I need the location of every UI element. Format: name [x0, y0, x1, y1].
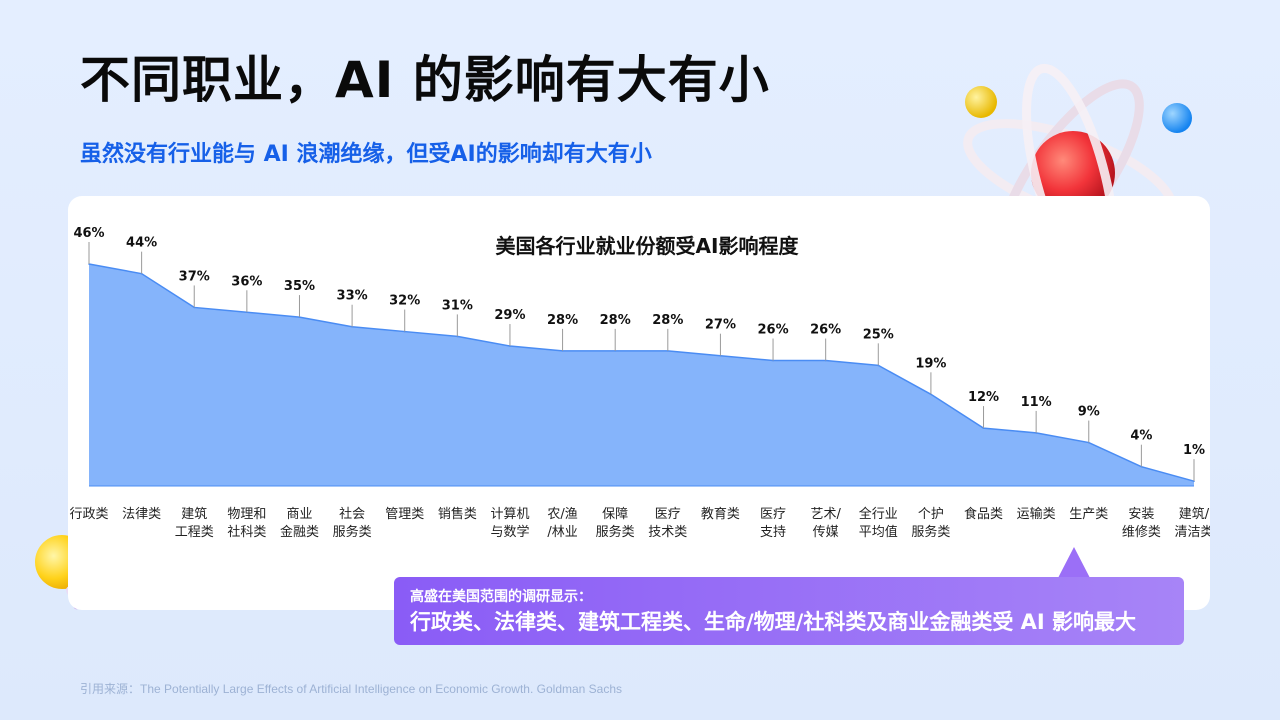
category-label: 服务类 [911, 524, 950, 540]
yellow-electron [965, 86, 997, 118]
category-label: 行政类 [69, 507, 108, 522]
category-label: 生产类 [1069, 507, 1108, 522]
category-label: 社会 [339, 506, 365, 522]
category-label: /林业 [547, 525, 577, 540]
data-label: 19% [915, 356, 946, 371]
category-label: 保障 [602, 507, 628, 522]
category-label: 农/渔 [547, 507, 577, 522]
category-label: 全行业 [859, 506, 898, 522]
category-label: 技术类 [648, 525, 687, 540]
category-label: 物理和 [227, 507, 266, 522]
category-label: 金融类 [280, 524, 319, 540]
category-label: 法律类 [122, 507, 161, 522]
category-label: 教育类 [701, 506, 740, 522]
data-label: 1% [1183, 443, 1205, 458]
category-label: 建筑 [181, 506, 207, 522]
data-label: 27% [705, 318, 736, 333]
category-label: 医疗 [655, 507, 681, 522]
data-label: 4% [1130, 429, 1152, 444]
chart-title: 美国各行业就业份额受AI影响程度 [496, 234, 800, 258]
category-label: 安装 [1128, 507, 1154, 522]
page-subtitle: 虽然没有行业能与 AI 浪潮绝缘，但受AI的影响却有大有小 [80, 142, 652, 167]
data-label: 37% [179, 269, 210, 284]
findings-note: 高盛在美国范围的调研显示： 行政类、法律类、建筑工程类、生命/物理/社科类及商业… [394, 577, 1184, 645]
category-label: 医疗 [760, 507, 786, 522]
category-label: 传媒 [813, 525, 839, 540]
note-pointer [1058, 547, 1090, 578]
data-label: 32% [389, 294, 420, 309]
page-title: 不同职业，AI 的影响有大有小 [80, 51, 770, 109]
note-heading: 高盛在美国范围的调研显示： [410, 589, 592, 605]
data-label: 29% [494, 308, 525, 323]
category-label: 运输类 [1017, 506, 1056, 522]
source-citation: 引用来源：The Potentially Large Effects of Ar… [80, 682, 623, 696]
data-label: 36% [231, 274, 262, 289]
category-label: 维修类 [1122, 525, 1161, 540]
category-label: 平均值 [859, 524, 898, 540]
category-label: 艺术/ [810, 507, 841, 522]
data-label: 25% [863, 327, 894, 342]
data-label: 11% [1021, 395, 1052, 410]
category-label: 食品类 [964, 506, 1003, 522]
data-label: 9% [1078, 405, 1100, 420]
area-chart: 美国各行业就业份额受AI影响程度 46% 44% 37% 36% 35% 33% 32% 31… [69, 226, 1210, 540]
area-series-line [88, 263, 1195, 482]
data-label: 28% [652, 313, 683, 328]
note-body: 行政类、法律类、建筑工程类、生命/物理/社科类及商业金融类受 AI 影响最大 [410, 610, 1137, 634]
category-label: 个护 [918, 507, 944, 522]
category-label: 清洁类 [1174, 525, 1210, 540]
data-label: 33% [337, 289, 368, 304]
category-label: 与数学 [490, 524, 529, 540]
category-label: 工程类 [175, 525, 214, 540]
category-label: 计算机 [490, 507, 529, 522]
category-label: 服务类 [333, 524, 372, 540]
data-label: 31% [442, 298, 473, 313]
category-label: 销售类 [438, 506, 477, 522]
data-label: 44% [126, 236, 157, 251]
data-label: 12% [968, 390, 999, 405]
area-series [89, 264, 1194, 486]
category-label: 商业 [286, 507, 312, 522]
data-label: 28% [547, 313, 578, 328]
category-label: 服务类 [596, 524, 635, 540]
data-label: 26% [757, 323, 788, 338]
data-label: 26% [810, 323, 841, 338]
category-label: 社科类 [227, 524, 266, 540]
chart-card: 美国各行业就业份额受AI影响程度 46% 44% 37% 36% 35% 33% 32% 31… [68, 196, 1210, 610]
data-label: 46% [73, 226, 104, 241]
blue-electron [1162, 103, 1192, 133]
category-label: 管理类 [385, 507, 424, 522]
category-label: 支持 [760, 525, 786, 540]
data-label: 35% [284, 279, 315, 294]
data-label: 28% [600, 313, 631, 328]
category-label: 建筑/ [1179, 506, 1210, 522]
